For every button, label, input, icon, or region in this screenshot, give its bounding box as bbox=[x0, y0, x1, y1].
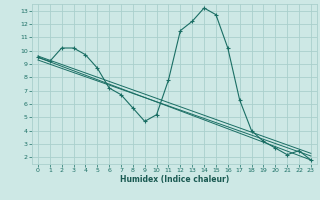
X-axis label: Humidex (Indice chaleur): Humidex (Indice chaleur) bbox=[120, 175, 229, 184]
